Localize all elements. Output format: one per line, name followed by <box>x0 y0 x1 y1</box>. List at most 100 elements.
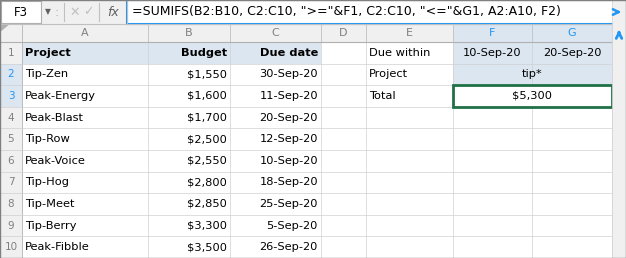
Bar <box>453 128 532 150</box>
Bar <box>453 85 532 107</box>
Text: C: C <box>272 28 279 38</box>
Bar <box>22 64 148 85</box>
Text: 20-Sep-20: 20-Sep-20 <box>543 48 602 58</box>
Bar <box>366 172 453 193</box>
Bar <box>532 150 612 172</box>
Bar <box>0 107 22 128</box>
Text: Tip-Hog: Tip-Hog <box>25 178 69 187</box>
Bar <box>532 172 612 193</box>
Bar <box>453 85 612 107</box>
Text: D: D <box>339 28 347 38</box>
Bar <box>453 107 532 128</box>
Text: 12-Sep-20: 12-Sep-20 <box>259 134 318 144</box>
Bar <box>230 172 321 193</box>
Bar <box>612 0 626 258</box>
Text: 25-Sep-20: 25-Sep-20 <box>259 199 318 209</box>
Bar <box>532 24 612 42</box>
Bar <box>0 236 22 258</box>
Bar <box>230 236 321 258</box>
Bar <box>230 85 321 107</box>
Bar <box>22 42 148 64</box>
Text: =SUMIFS(B2:B10, C2:C10, ">="&F1, C2:C10, "<="&G1, A2:A10, F2): =SUMIFS(B2:B10, C2:C10, ">="&F1, C2:C10,… <box>132 5 561 19</box>
Bar <box>230 42 321 64</box>
Text: $2,550: $2,550 <box>187 156 227 166</box>
Text: 20-Sep-20: 20-Sep-20 <box>259 112 318 123</box>
Bar <box>532 128 612 150</box>
Text: 5: 5 <box>8 134 14 144</box>
Bar <box>148 215 230 236</box>
Bar <box>321 215 366 236</box>
Text: Tip-Berry: Tip-Berry <box>25 221 76 231</box>
Text: 10-Sep-20: 10-Sep-20 <box>259 156 318 166</box>
Bar <box>148 85 230 107</box>
Text: 30-Sep-20: 30-Sep-20 <box>259 69 318 79</box>
Bar <box>22 236 148 258</box>
Text: Project: Project <box>369 69 408 79</box>
Bar <box>230 193 321 215</box>
Text: 10-Sep-20: 10-Sep-20 <box>463 48 521 58</box>
Text: F: F <box>490 28 496 38</box>
Bar <box>321 172 366 193</box>
Text: 4: 4 <box>8 112 14 123</box>
Text: Tip-Meet: Tip-Meet <box>25 199 74 209</box>
Bar <box>22 215 148 236</box>
Bar <box>366 64 453 85</box>
Text: E: E <box>406 28 413 38</box>
Text: Tip-Row: Tip-Row <box>25 134 69 144</box>
Bar <box>230 128 321 150</box>
Bar <box>148 64 230 85</box>
Text: :: : <box>55 5 59 19</box>
Bar <box>366 236 453 258</box>
Text: Due date: Due date <box>260 48 318 58</box>
Bar <box>0 193 22 215</box>
Bar <box>532 215 612 236</box>
Text: Peak-Energy: Peak-Energy <box>25 91 96 101</box>
Text: 9: 9 <box>8 221 14 231</box>
Bar <box>22 85 148 107</box>
Text: 5-Sep-20: 5-Sep-20 <box>267 221 318 231</box>
Bar <box>321 128 366 150</box>
Text: $2,800: $2,800 <box>187 178 227 187</box>
Text: 11-Sep-20: 11-Sep-20 <box>259 91 318 101</box>
Bar <box>453 236 532 258</box>
Text: 3: 3 <box>8 91 14 101</box>
Text: 1: 1 <box>8 48 14 58</box>
Bar <box>453 150 532 172</box>
Text: B: B <box>185 28 193 38</box>
Text: fx: fx <box>107 5 119 19</box>
Bar <box>0 128 22 150</box>
Text: G: G <box>568 28 577 38</box>
Bar <box>453 172 532 193</box>
Bar <box>532 42 612 64</box>
Text: 18-Sep-20: 18-Sep-20 <box>259 178 318 187</box>
Bar <box>453 24 532 42</box>
Text: ✕: ✕ <box>69 5 80 19</box>
Bar <box>22 107 148 128</box>
Text: $1,600: $1,600 <box>187 91 227 101</box>
Bar <box>366 85 453 107</box>
Bar <box>321 236 366 258</box>
Bar <box>0 150 22 172</box>
Bar <box>230 215 321 236</box>
Bar <box>453 64 532 85</box>
Text: ✓: ✓ <box>83 5 93 19</box>
Bar <box>532 107 612 128</box>
Text: $1,700: $1,700 <box>187 112 227 123</box>
Bar <box>532 85 612 107</box>
Bar <box>148 193 230 215</box>
Bar <box>321 85 366 107</box>
Bar <box>321 42 366 64</box>
Bar <box>321 64 366 85</box>
Bar <box>0 42 22 64</box>
Bar <box>532 193 612 215</box>
Bar <box>453 215 532 236</box>
Bar <box>0 215 22 236</box>
Bar <box>0 85 22 107</box>
Bar <box>230 64 321 85</box>
Text: Tip-Zen: Tip-Zen <box>25 69 68 79</box>
Bar <box>321 193 366 215</box>
Text: Peak-Blast: Peak-Blast <box>25 112 84 123</box>
Text: $3,300: $3,300 <box>187 221 227 231</box>
Bar <box>148 128 230 150</box>
Bar <box>148 150 230 172</box>
